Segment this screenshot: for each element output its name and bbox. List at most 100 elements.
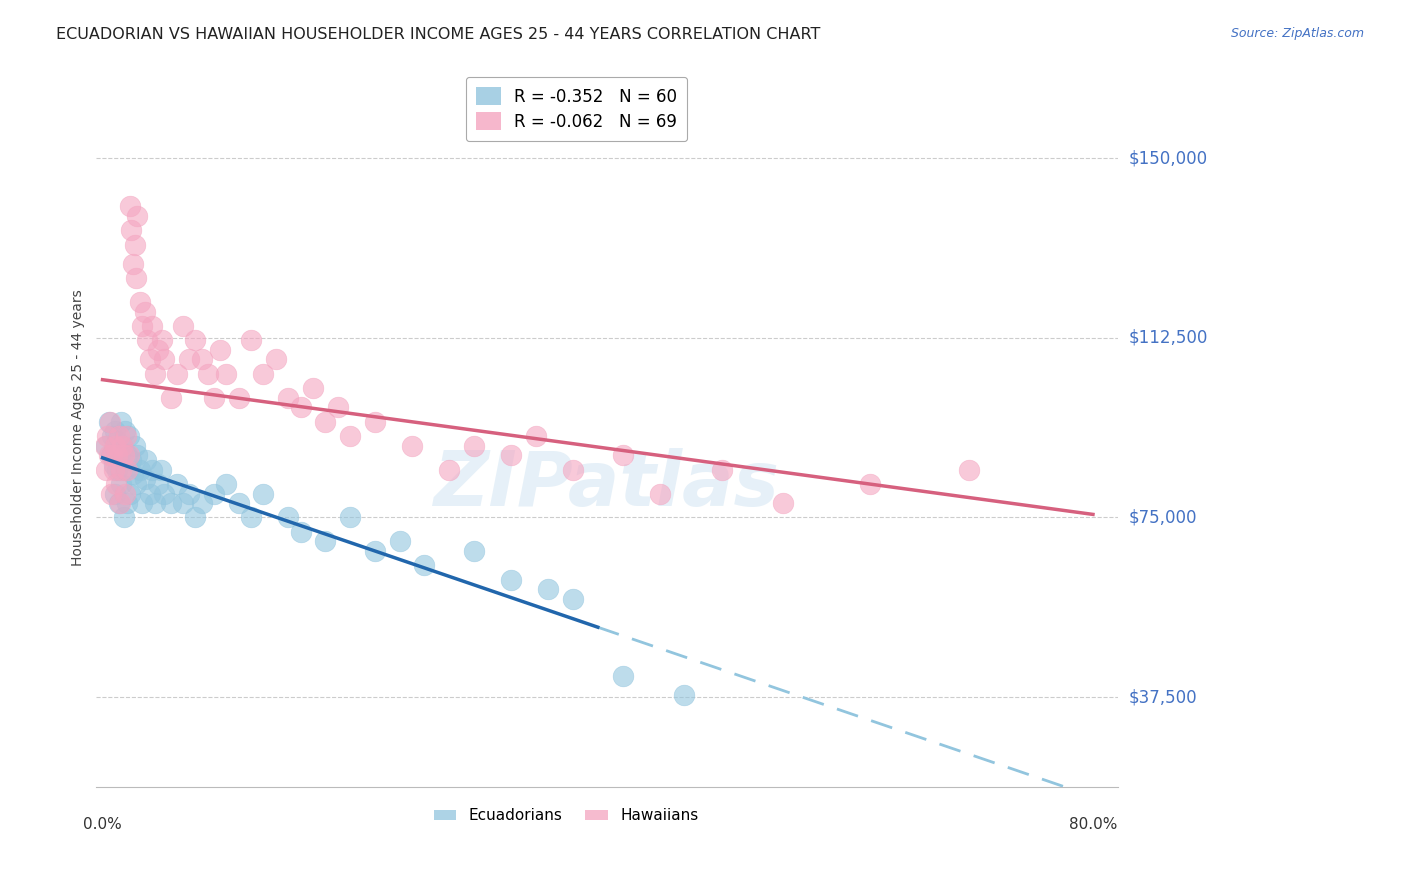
Point xyxy=(143,496,166,510)
Point xyxy=(117,429,139,443)
Point xyxy=(104,424,127,438)
Point xyxy=(463,544,485,558)
Point xyxy=(98,415,121,429)
Point xyxy=(179,352,201,367)
Point xyxy=(612,668,634,682)
Text: 0.0%: 0.0% xyxy=(83,817,122,832)
Point xyxy=(957,462,980,476)
Point xyxy=(190,352,212,367)
Point xyxy=(117,448,139,462)
Point xyxy=(96,429,118,443)
Point xyxy=(94,439,117,453)
Point xyxy=(437,462,460,476)
Point xyxy=(120,453,142,467)
Point xyxy=(153,352,176,367)
Point xyxy=(122,257,145,271)
Point xyxy=(104,486,127,500)
Point xyxy=(159,496,181,510)
Point xyxy=(215,367,238,381)
Point xyxy=(134,304,156,318)
Point xyxy=(107,496,129,510)
Point xyxy=(103,458,125,472)
Point xyxy=(215,477,238,491)
Point xyxy=(240,510,263,524)
Point xyxy=(413,558,436,573)
Y-axis label: Householder Income Ages 25 - 44 years: Householder Income Ages 25 - 44 years xyxy=(72,289,86,566)
Point xyxy=(125,477,148,491)
Point xyxy=(202,391,225,405)
Point xyxy=(562,591,585,606)
Text: $112,500: $112,500 xyxy=(1129,329,1208,347)
Point xyxy=(290,401,312,415)
Point xyxy=(401,439,423,453)
Point xyxy=(110,477,132,491)
Point xyxy=(112,510,135,524)
Point xyxy=(184,510,207,524)
Point xyxy=(103,462,125,476)
Point xyxy=(128,295,150,310)
Point xyxy=(339,429,361,443)
Text: ZIPatlas: ZIPatlas xyxy=(434,448,780,522)
Point xyxy=(240,333,263,347)
Point xyxy=(772,496,794,510)
Point xyxy=(302,381,325,395)
Point xyxy=(120,223,142,237)
Point xyxy=(104,439,127,453)
Point xyxy=(648,486,671,500)
Point xyxy=(159,391,181,405)
Point xyxy=(148,477,170,491)
Point xyxy=(859,477,882,491)
Point xyxy=(108,496,131,510)
Point xyxy=(118,486,141,500)
Point xyxy=(339,510,361,524)
Point xyxy=(209,343,232,357)
Point xyxy=(141,318,163,333)
Point xyxy=(125,271,148,285)
Point xyxy=(128,462,150,476)
Text: $150,000: $150,000 xyxy=(1129,149,1208,168)
Point xyxy=(114,462,136,476)
Point xyxy=(166,367,188,381)
Point xyxy=(326,401,349,415)
Point xyxy=(562,462,585,476)
Point xyxy=(105,448,128,462)
Point xyxy=(190,496,212,510)
Point xyxy=(179,486,201,500)
Point xyxy=(314,534,336,549)
Point xyxy=(100,486,122,500)
Point xyxy=(197,367,219,381)
Point xyxy=(97,448,120,462)
Point xyxy=(117,462,139,476)
Point xyxy=(612,448,634,462)
Point xyxy=(111,439,134,453)
Point xyxy=(101,429,124,443)
Point xyxy=(138,486,160,500)
Point xyxy=(136,333,159,347)
Point xyxy=(166,477,188,491)
Point xyxy=(277,510,299,524)
Point xyxy=(388,534,411,549)
Point xyxy=(96,462,118,476)
Point xyxy=(524,429,547,443)
Point xyxy=(110,462,132,476)
Point xyxy=(96,439,118,453)
Point xyxy=(118,199,141,213)
Point xyxy=(131,496,153,510)
Point xyxy=(97,415,120,429)
Text: 80.0%: 80.0% xyxy=(1069,817,1118,832)
Point xyxy=(184,333,207,347)
Point xyxy=(105,434,128,448)
Point xyxy=(148,343,170,357)
Point xyxy=(153,486,176,500)
Point xyxy=(117,448,139,462)
Point xyxy=(141,462,163,476)
Point xyxy=(107,429,129,443)
Point xyxy=(100,448,122,462)
Point xyxy=(127,448,149,462)
Point xyxy=(127,209,149,223)
Point xyxy=(131,318,153,333)
Point xyxy=(117,496,139,510)
Text: ECUADORIAN VS HAWAIIAN HOUSEHOLDER INCOME AGES 25 - 44 YEARS CORRELATION CHART: ECUADORIAN VS HAWAIIAN HOUSEHOLDER INCOM… xyxy=(56,27,821,42)
Point xyxy=(172,496,194,510)
Point xyxy=(537,582,560,597)
